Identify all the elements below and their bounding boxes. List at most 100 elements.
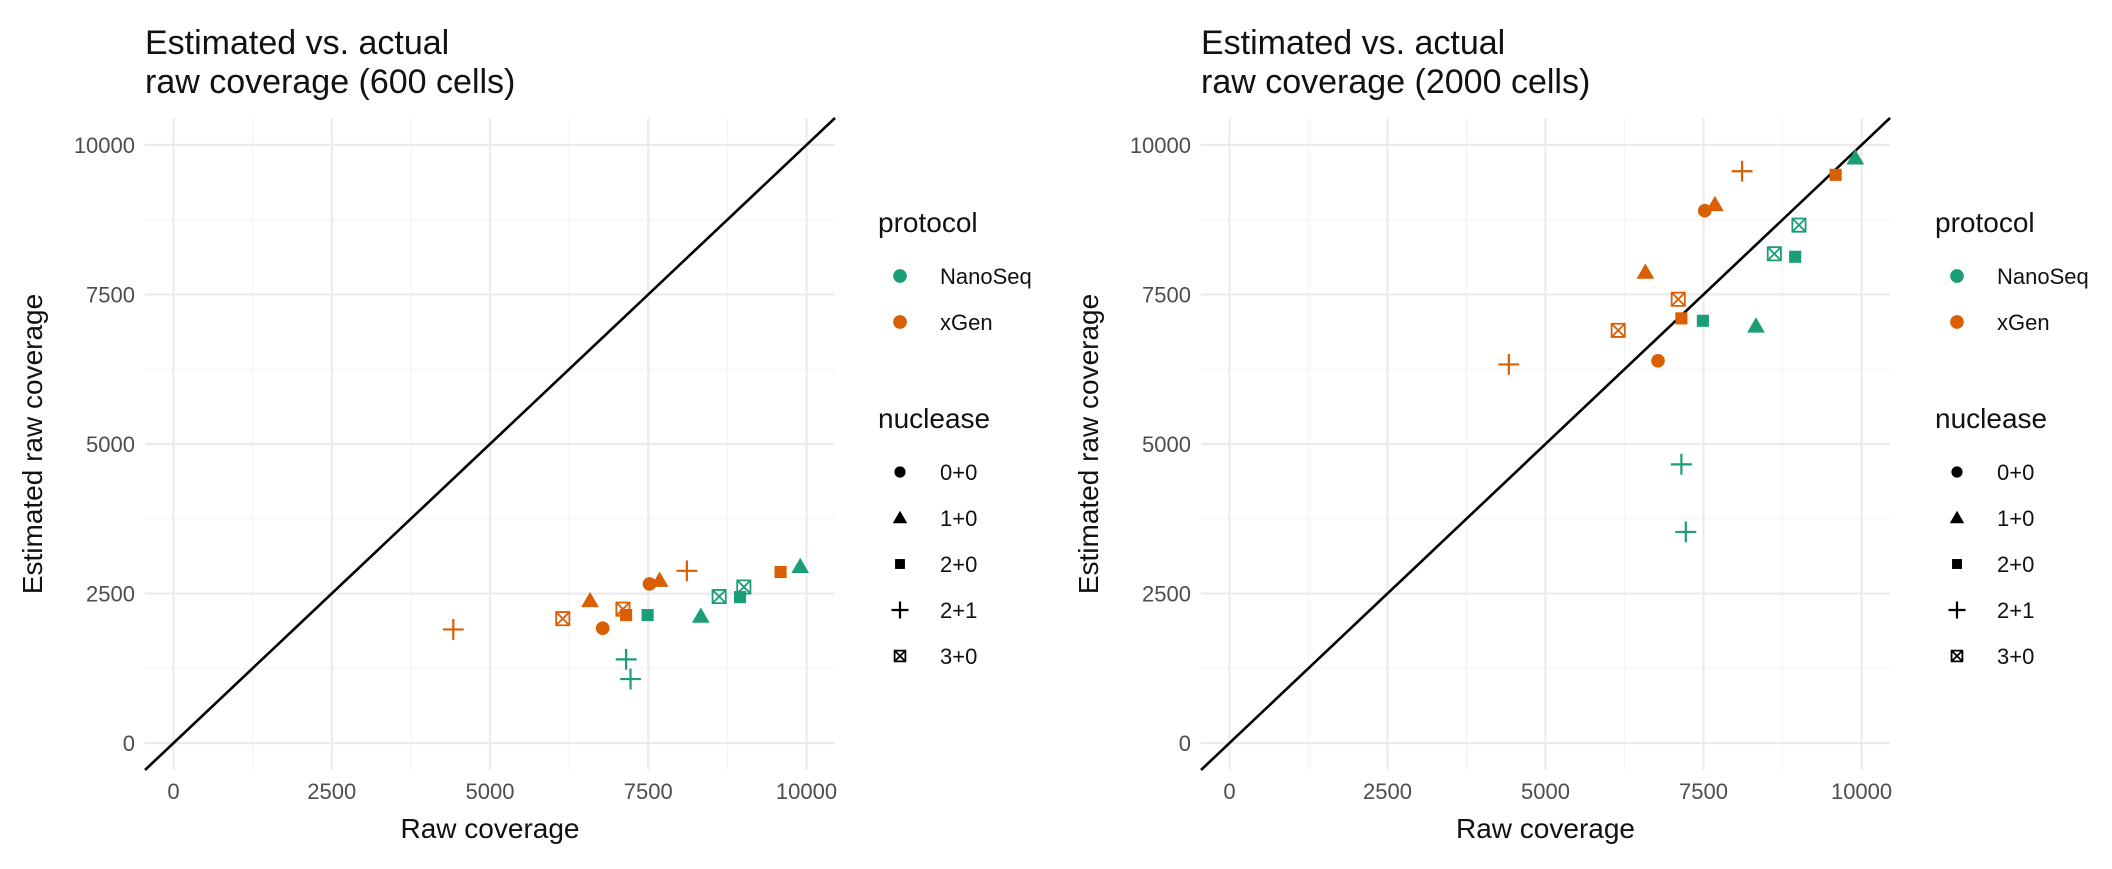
data-point [1670, 453, 1692, 475]
legend: protocol NanoSeq xGen nuclease 0+0 1+0 2+0 2+1 3… [1935, 207, 2089, 669]
data-point [620, 668, 641, 690]
chart-title-line-2: raw coverage (600 cells) [145, 63, 515, 101]
legend-key-square-cross [1950, 649, 1964, 663]
identity-line [1200, 117, 1891, 771]
data-point [1675, 312, 1688, 325]
legend-key-triangle [1949, 510, 1965, 524]
data-point [642, 577, 657, 591]
data-point [581, 591, 599, 608]
grid [1201, 118, 1890, 770]
x-tick-label: 7500 [1679, 779, 1728, 804]
legend-key-nanoseq [893, 269, 907, 283]
x-tick-label: 5000 [1521, 779, 1570, 804]
y-tick-label: 7500 [1142, 282, 1191, 307]
y-tick-label: 0 [1179, 731, 1191, 756]
data-point [791, 557, 810, 574]
legend: protocol NanoSeq xGen nuclease 0+0 1+0 2+0 2+1 3… [878, 207, 1032, 669]
legend-title-nuclease: nuclease [878, 403, 990, 434]
data-points [1498, 149, 1865, 543]
y-tick-label: 10000 [1130, 133, 1191, 158]
x-tick-label: 2500 [307, 779, 356, 804]
legend-label: 0+0 [1997, 460, 2034, 485]
legend-label: xGen [1997, 310, 2050, 335]
data-point [1675, 521, 1697, 543]
y-tick-label: 10000 [74, 133, 135, 158]
data-point [442, 618, 464, 640]
data-point [1697, 203, 1712, 218]
chart-title-line-1: Estimated vs. actual [145, 24, 449, 62]
data-point [650, 571, 669, 587]
data-point [1789, 250, 1802, 263]
data-point [1766, 246, 1782, 262]
data-point [676, 560, 698, 582]
legend-label: 1+0 [940, 506, 977, 531]
data-point [736, 579, 752, 595]
data-point [641, 609, 654, 622]
y-axis-title: Estimated raw coverage [17, 294, 48, 594]
legend-key-circle [1951, 466, 1963, 478]
legend-title-protocol: protocol [1935, 207, 2035, 238]
y-tick-label: 0 [123, 731, 135, 756]
data-point [1636, 263, 1655, 279]
x-tick-label: 7500 [624, 779, 673, 804]
data-point [1610, 322, 1626, 338]
x-axis-title: Raw coverage [401, 813, 580, 844]
chart-panel-1: 0 2500 5000 7500 10000 0 2500 5000 7500 10000 Esti… [17, 24, 1032, 844]
legend-key-nanoseq [1950, 269, 1964, 283]
legend-title-nuclease: nuclease [1935, 403, 2047, 434]
x-axis-title: Raw coverage [1456, 813, 1635, 844]
legend-label: 0+0 [940, 460, 977, 485]
legend-label: 2+0 [940, 552, 977, 577]
y-tick-label: 5000 [1142, 432, 1191, 457]
data-point [1791, 217, 1807, 233]
y-tick-label: 5000 [86, 432, 135, 457]
data-points [442, 557, 810, 690]
legend-key-xgen [1950, 315, 1964, 329]
chart-title-line-2: raw coverage (2000 cells) [1201, 63, 1590, 101]
chart-title-line-1: Estimated vs. actual [1201, 24, 1505, 62]
x-tick-label: 0 [1223, 779, 1235, 804]
legend-label: NanoSeq [1997, 264, 2089, 289]
legend-key-circle [894, 466, 906, 478]
data-point [555, 611, 571, 627]
data-point [1747, 317, 1765, 333]
legend-label: 1+0 [1997, 506, 2034, 531]
y-tick-label: 2500 [1142, 582, 1191, 607]
legend-label: 2+1 [1997, 598, 2034, 623]
legend-label: 3+0 [940, 644, 977, 669]
x-tick-label: 10000 [776, 779, 837, 804]
data-point [1651, 354, 1665, 368]
data-point [1829, 168, 1842, 181]
data-point [595, 621, 610, 636]
legend-key-triangle [892, 510, 908, 524]
data-point [774, 565, 787, 579]
y-tick-label: 7500 [86, 282, 135, 307]
data-point [1706, 195, 1724, 212]
legend-key-square [895, 559, 905, 569]
legend-key-plus [891, 601, 909, 619]
legend-key-plus [1948, 601, 1966, 619]
identity-line [144, 117, 836, 771]
y-tick-label: 2500 [86, 582, 135, 607]
grid [145, 118, 835, 770]
legend-key-square [1952, 559, 1962, 569]
legend-label: 2+0 [1997, 552, 2034, 577]
legend-key-xgen [893, 315, 907, 329]
y-axis-title: Estimated raw coverage [1073, 294, 1104, 594]
data-point [1731, 160, 1753, 182]
legend-label: 2+1 [940, 598, 977, 623]
x-tick-label: 2500 [1363, 779, 1412, 804]
data-point [1846, 149, 1865, 165]
legend-label: NanoSeq [940, 264, 1032, 289]
legend-key-square-cross [893, 649, 907, 663]
data-point [1670, 291, 1686, 307]
legend-label: 3+0 [1997, 644, 2034, 669]
legend-title-protocol: protocol [878, 207, 978, 238]
x-tick-label: 0 [167, 779, 179, 804]
data-point [711, 589, 727, 605]
chart-panel-2: 0 2500 5000 7500 10000 0 2500 5000 7500 10000 Esti… [1073, 24, 2089, 844]
data-point [1696, 314, 1709, 327]
x-tick-label: 5000 [466, 779, 515, 804]
